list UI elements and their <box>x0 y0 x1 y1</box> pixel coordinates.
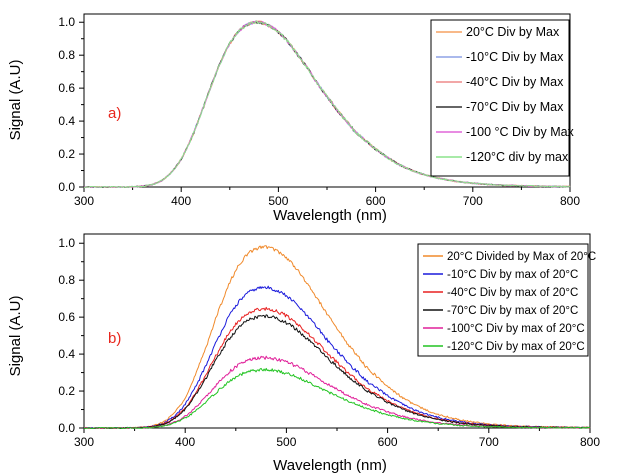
x-axis-title-a: Wavelength (nm) <box>273 207 387 224</box>
series-line-b-3 <box>83 314 591 429</box>
x-tick-label-b: 800 <box>580 435 600 449</box>
y-tick-label-b: 1.0 <box>58 236 75 250</box>
x-tick-label-a: 800 <box>560 194 580 208</box>
x-tick-label-b: 300 <box>74 435 94 449</box>
legend-entry-b: -100°C Div by max of 20°C <box>447 323 585 335</box>
x-tick-label-b: 600 <box>378 435 398 449</box>
y-tick-label-a: 1.0 <box>58 15 75 29</box>
panel-label-b: b) <box>108 330 121 347</box>
y-tick-label-b: 0.0 <box>58 421 75 435</box>
y-axis-title-b: Signal (A.U) <box>7 296 24 377</box>
y-tick-label-b: 0.2 <box>58 384 75 398</box>
legend-entry-b: -120°C Div by max of 20°C <box>447 341 585 353</box>
y-tick-label-a: 0.6 <box>58 81 75 95</box>
x-axis-title-b: Wavelength (nm) <box>273 457 387 473</box>
y-tick-label-a: 0.8 <box>58 48 75 62</box>
x-tick-label-a: 600 <box>366 194 386 208</box>
legend-entry-a: 20°C Div by Max <box>466 25 560 39</box>
x-tick-label-b: 500 <box>276 435 296 449</box>
legend-entry-a: -120°C div by max <box>466 150 569 164</box>
y-tick-label-a: 0.0 <box>58 180 75 194</box>
x-tick-label-a: 300 <box>74 194 94 208</box>
panel-a: 300 400 500 600 700 800 0.0 0.2 0.4 0.6 0.8 1.0 20°C… <box>7 13 580 224</box>
legend-box-a <box>430 19 570 177</box>
plot-area-b: 300 400 500 600 700 800 0.0 0.2 0.4 0.6 0.8 1.0 20°C… <box>58 233 600 449</box>
x-tick-label-a: 400 <box>171 194 191 208</box>
legend-entry-b: 20°C Divided by Max of 20°C <box>447 251 596 263</box>
plot-area-a: 300 400 500 600 700 800 0.0 0.2 0.4 0.6 0.8 1.0 20°C… <box>58 13 580 208</box>
x-tick-label-a: 500 <box>268 194 288 208</box>
legend-entry-a: -100 °C Div by Max <box>466 125 575 139</box>
series-line-b-5 <box>83 367 591 429</box>
y-tick-label-a: 0.4 <box>58 114 75 128</box>
y-tick-label-b: 0.4 <box>58 347 75 361</box>
y-tick-label-b: 0.6 <box>58 310 75 324</box>
x-tick-label-b: 700 <box>479 435 499 449</box>
series-line-a-5 <box>83 20 571 188</box>
y-tick-label-a: 0.2 <box>58 147 75 161</box>
legend-entry-b: -70°C Div by max of 20°C <box>447 305 578 317</box>
legend-entry-b: -40°C Div by max of 20°C <box>447 287 578 299</box>
panel-b: 300 400 500 600 700 800 0.0 0.2 0.4 0.6 0.8 1.0 20°C… <box>7 233 600 473</box>
legend-entry-b: -10°C Div by max of 20°C <box>447 269 578 281</box>
legend-entry-a: -40°C Div by Max <box>466 75 564 89</box>
y-axis-title-a: Signal (A.U) <box>7 60 24 141</box>
x-tick-label-b: 400 <box>175 435 195 449</box>
legend-entry-a: -70°C Div by Max <box>466 100 564 114</box>
legend-box-b <box>417 243 589 357</box>
series-line-b-0 <box>84 245 591 429</box>
x-tick-label-a: 700 <box>463 194 483 208</box>
legend-entry-a: -10°C Div by Max <box>466 50 564 64</box>
panel-label-a: a) <box>108 105 121 122</box>
y-tick-label-b: 0.8 <box>58 273 75 287</box>
